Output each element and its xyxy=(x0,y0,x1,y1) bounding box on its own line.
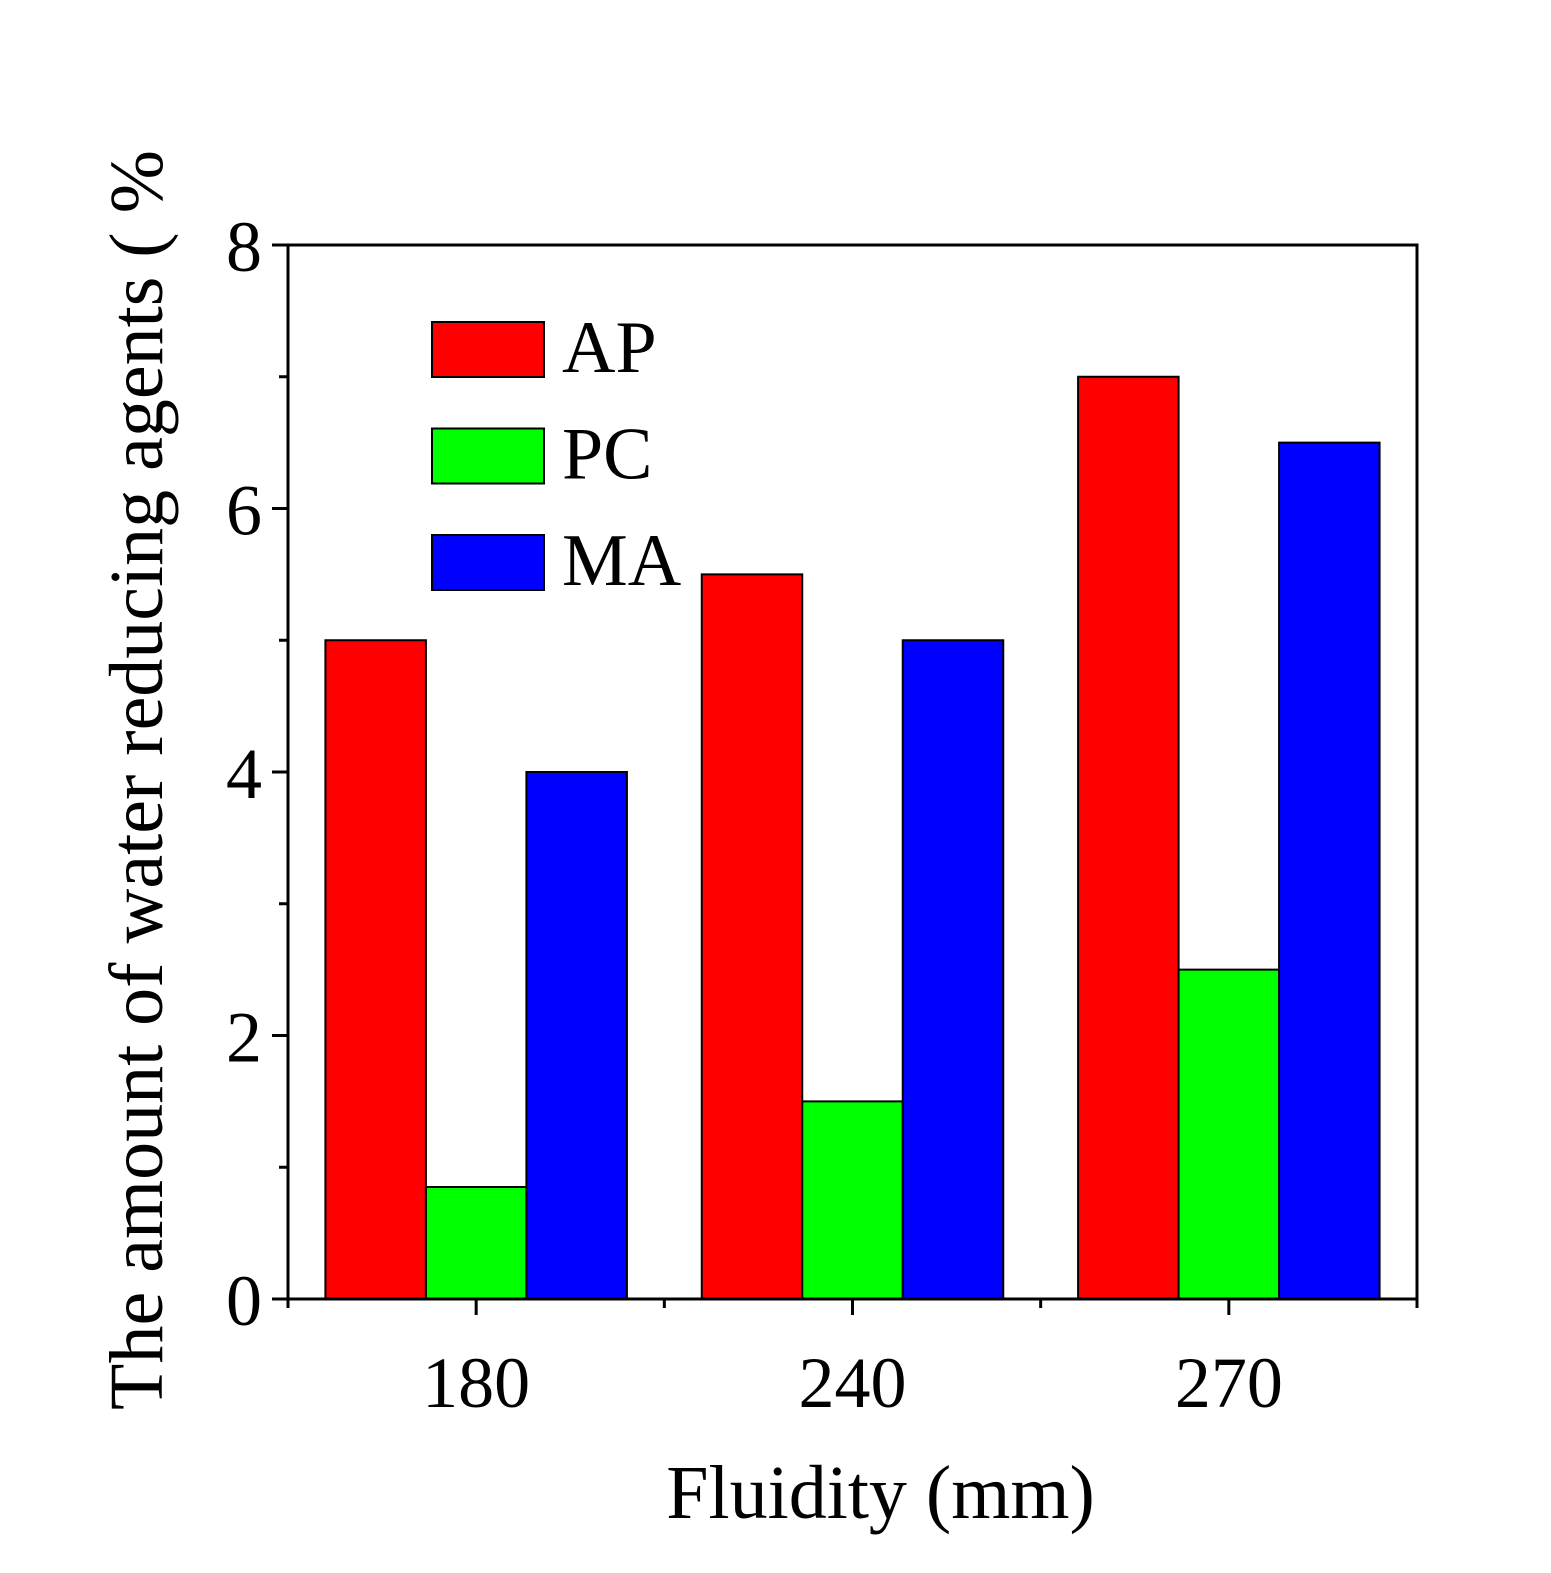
legend-swatch-ap xyxy=(431,321,545,378)
bar-ma-240 xyxy=(901,639,1005,1300)
bar-ap-240 xyxy=(700,573,804,1300)
legend-swatch-ma xyxy=(431,534,545,591)
bar-pc-180 xyxy=(424,1186,528,1300)
legend-swatch-pc xyxy=(431,427,545,485)
x-tick-label: 180 xyxy=(422,1343,530,1423)
y-tick-label: 2 xyxy=(226,998,262,1078)
legend-label-ma: MA xyxy=(562,520,681,602)
bar-ma-180 xyxy=(525,771,628,1300)
bar-ap-180 xyxy=(324,639,427,1300)
y-axis-title: The amount of water reducing agents ( % xyxy=(95,150,179,1410)
y-tick-label: 6 xyxy=(226,471,262,551)
axis-ticks: 0 2 4 6 8 180 240 270 xyxy=(226,207,1419,1423)
x-tick-label: 270 xyxy=(1175,1343,1283,1423)
bar-pc-240 xyxy=(801,1100,904,1300)
bar-ma-270 xyxy=(1278,441,1381,1300)
legend: AP PC MA xyxy=(431,307,681,602)
bars-group xyxy=(324,375,1381,1300)
x-tick-label: 240 xyxy=(799,1343,907,1423)
y-tick-label: 8 xyxy=(226,207,262,287)
bar-pc-270 xyxy=(1177,968,1281,1300)
x-axis-title: Fluidity (mm) xyxy=(666,1451,1095,1535)
legend-label-pc: PC xyxy=(562,414,653,496)
y-tick-label: 0 xyxy=(226,1261,262,1341)
legend-label-ap: AP xyxy=(562,307,657,389)
bar-ap-270 xyxy=(1077,375,1180,1300)
y-tick-label: 4 xyxy=(226,734,262,814)
